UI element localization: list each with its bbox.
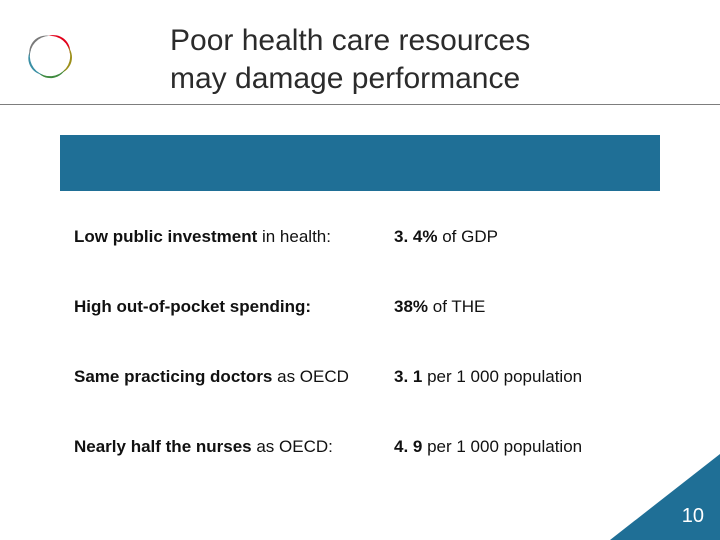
row-value-bold: 3. 4% [394, 227, 437, 246]
row-value-rest: of GDP [437, 227, 497, 246]
row-label: Same practicing doctors as OECD [74, 367, 394, 387]
row-label: Nearly half the nurses as OECD: [74, 437, 394, 457]
row-label: High out-of-pocket spending: [74, 297, 394, 317]
page-number: 10 [682, 505, 704, 528]
row-value-bold: 4. 9 [394, 437, 422, 456]
row-label-bold: Nearly half the nurses [74, 437, 252, 456]
row-value-bold: 3. 1 [394, 367, 422, 386]
row-label-bold: Same practicing doctors [74, 367, 272, 386]
row-value: 3. 1 per 1 000 population [394, 367, 646, 387]
row-value: 3. 4% of GDP [394, 227, 646, 247]
row-value-bold: 38% [394, 297, 428, 316]
table-row: Low public investment in health: 3. 4% o… [60, 213, 660, 261]
row-value: 38% of THE [394, 297, 646, 317]
row-value-rest: per 1 000 population [422, 437, 582, 456]
row-label: Low public investment in health: [74, 227, 394, 247]
slide: Poor health care resources may damage pe… [0, 0, 720, 540]
table-row: Same practicing doctors as OECD 3. 1 per… [60, 353, 660, 401]
title-line-2: may damage performance [170, 60, 630, 98]
oecd-logo-icon [22, 28, 78, 84]
row-label-rest: as OECD: [252, 437, 333, 456]
title-line-1: Poor health care resources [170, 22, 630, 60]
table-row: Nearly half the nurses as OECD: 4. 9 per… [60, 423, 660, 471]
data-table: Low public investment in health: 3. 4% o… [60, 135, 660, 471]
row-value-rest: per 1 000 population [422, 367, 582, 386]
row-value-rest: of THE [428, 297, 485, 316]
row-label-bold: Low public investment [74, 227, 257, 246]
slide-title: Poor health care resources may damage pe… [170, 22, 630, 97]
table-row: High out-of-pocket spending: 38% of THE [60, 283, 660, 331]
row-value: 4. 9 per 1 000 population [394, 437, 646, 457]
title-underline [0, 104, 720, 105]
table-header-band [60, 135, 660, 191]
row-label-rest: in health: [257, 227, 331, 246]
row-label-rest: as OECD [272, 367, 349, 386]
row-label-bold: High out-of-pocket spending: [74, 297, 311, 316]
